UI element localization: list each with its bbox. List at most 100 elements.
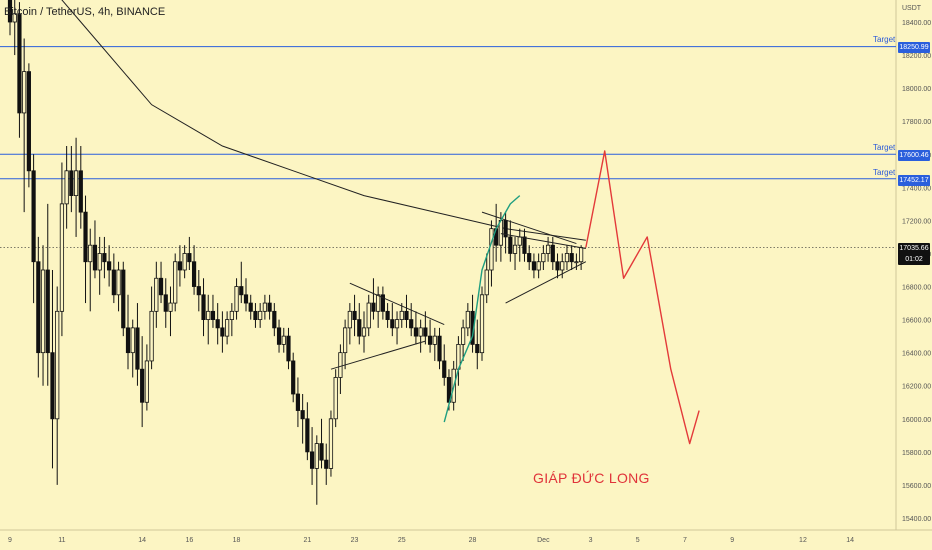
candle-body [484,269,489,296]
candle-body [191,261,197,287]
candle-body [239,286,244,296]
candle-body [22,71,27,114]
candle-body [272,310,277,329]
candle-body [380,294,385,312]
candle-body [560,261,565,271]
candle-body [338,352,343,378]
candle-body [479,294,485,354]
candle-body [281,335,286,345]
x-tick-label: 16 [185,537,193,544]
candle-body [305,418,310,453]
candle-body [262,302,267,312]
candle-body [390,319,395,329]
candle-body [531,261,537,271]
candle-body [517,236,522,246]
candle-body [385,310,390,321]
y-tick-label: 16200.00 [902,384,931,391]
pattern-trend-line [330,340,426,370]
y-tick-label: 18400.00 [902,20,931,27]
candle-body [140,368,145,403]
target-label: Target [873,168,896,177]
author-watermark: GIÁP ĐỨC LONG [533,470,650,486]
pattern-trend-line [500,233,586,249]
x-tick-label: 21 [303,537,311,544]
pattern-trend-line [349,282,445,326]
candle-body [88,244,93,263]
candle-body [409,319,414,329]
candle-body [475,343,480,354]
y-tick-label: 15600.00 [902,483,931,490]
price-tag: 17452.17 [898,175,930,186]
candle-body [508,236,513,254]
candle-body [366,302,371,329]
candle-body [427,335,433,345]
candle-body [522,236,527,254]
candle-body [333,377,338,420]
candle-body [550,244,555,263]
price-tag: 18250.99 [898,42,930,53]
candle-body [64,170,69,205]
target-label: Target [873,143,896,152]
candle-body [36,261,41,354]
candle-body [295,393,301,411]
y-tick-label: 15400.00 [902,516,931,523]
y-tick-label: 16000.00 [902,417,931,424]
x-tick-label: 5 [636,537,640,544]
x-tick-label: 3 [589,537,593,544]
candle-body [267,302,272,312]
y-tick-label: 15800.00 [902,450,931,457]
candle-body [527,253,532,263]
x-tick-label: 28 [469,537,477,544]
candle-body [111,269,116,296]
candle-body [404,310,409,321]
candle-body [45,269,50,354]
candle-body [498,219,503,246]
candle-body [461,327,466,345]
candle-body [234,286,239,312]
candle-body [206,310,211,321]
candle-body [569,253,574,263]
candle-body [182,253,187,271]
x-tick-label: 11 [58,537,65,544]
x-tick-label: 9 [730,537,734,544]
axis-currency: USDT [902,5,922,12]
candle-body [343,327,348,354]
candle-body [357,319,362,337]
candle-body [215,319,220,329]
candle-body [276,327,282,345]
x-tick-label: 14 [138,537,146,544]
candle-body [253,310,258,321]
candle-body [196,286,201,296]
candle-body [258,310,263,321]
pattern-trend-line [481,211,577,245]
candle-body [55,310,60,420]
forecast-path [585,150,700,445]
candle-body [574,261,579,264]
candle-body [328,418,334,469]
candle-body [83,211,88,263]
x-tick-label: Dec [537,537,550,544]
price-tag: 17600.46 [898,150,930,161]
candle-body [73,170,79,197]
y-tick-label: 16400.00 [902,351,931,358]
candle-body [69,170,74,197]
candle-body [50,352,55,420]
candle-body [40,269,46,354]
candle-body [107,261,112,271]
candle-body [371,302,376,312]
candle-body [59,203,65,312]
impulse-path [443,195,521,423]
candle-body [489,228,494,271]
candle-body [149,310,154,362]
candle-body [121,269,126,329]
candle-body [158,277,164,296]
candle-body [125,327,131,354]
candle-body [31,170,36,263]
candle-body [442,360,447,378]
candle-body [163,294,168,312]
current-price-tag: 17035.66 01:02 [898,243,930,265]
candle-body [17,13,22,114]
pattern-trend-line [505,261,587,304]
